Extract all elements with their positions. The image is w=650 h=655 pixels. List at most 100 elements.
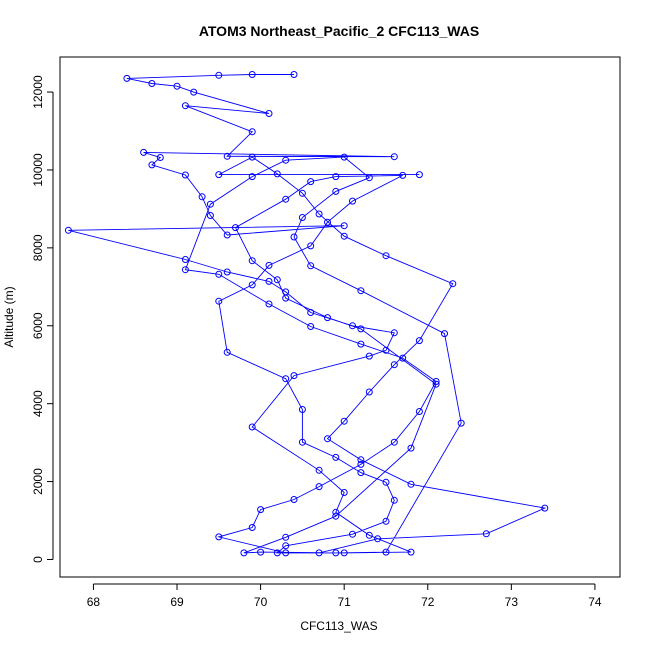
y-tick-label: 6000: [31, 312, 45, 339]
data-point: [248, 423, 256, 431]
data-point: [215, 270, 223, 278]
series-layer: [64, 71, 549, 557]
data-point: [541, 504, 549, 512]
x-tick-label: 69: [170, 595, 184, 609]
data-point: [340, 153, 348, 161]
data-point: [215, 297, 223, 305]
data-point: [390, 153, 398, 161]
data-point: [432, 380, 440, 388]
data-point: [248, 128, 256, 136]
data-point: [298, 438, 306, 446]
data-point: [298, 406, 306, 413]
y-tick-label: 8000: [31, 234, 45, 261]
data-point: [332, 508, 340, 516]
data-point: [390, 496, 398, 504]
data-point: [273, 170, 281, 178]
data-point: [298, 189, 306, 197]
data-point: [382, 548, 390, 556]
data-point: [215, 171, 223, 179]
data-point: [340, 222, 348, 230]
data-point: [357, 340, 365, 348]
data-point: [282, 533, 290, 541]
data-point: [407, 480, 415, 488]
data-point: [407, 548, 415, 556]
data-point: [265, 261, 273, 269]
data-point: [173, 82, 181, 90]
data-point: [365, 174, 373, 182]
data-point: [349, 322, 356, 330]
y-tick-label: 10000: [31, 153, 45, 187]
data-point: [282, 195, 290, 203]
x-tick-label: 72: [421, 595, 435, 609]
data-point: [223, 348, 231, 356]
data-point: [332, 453, 340, 461]
data-point: [298, 214, 306, 221]
y-tick-label: 12000: [31, 75, 45, 109]
data-point: [282, 294, 290, 302]
data-point: [365, 352, 373, 360]
x-tick-label: 71: [337, 595, 351, 609]
data-point: [290, 496, 298, 503]
data-point: [148, 80, 156, 87]
data-point: [390, 361, 398, 369]
data-point: [181, 102, 189, 110]
data-point: [248, 153, 256, 161]
data-point: [332, 187, 340, 195]
data-point: [273, 549, 281, 557]
data-point: [441, 330, 448, 338]
data-point: [198, 193, 206, 201]
data-point: [340, 489, 348, 496]
data-point: [206, 200, 214, 208]
data-point: [457, 419, 465, 427]
data-point: [265, 110, 273, 117]
data-point: [64, 226, 72, 234]
data-point: [340, 549, 348, 557]
data-point: [190, 88, 198, 96]
data-point: [248, 257, 256, 265]
data-point: [324, 314, 331, 322]
x-tick-label: 74: [588, 595, 602, 609]
data-point: [181, 266, 189, 274]
data-point: [307, 262, 315, 270]
data-point: [248, 281, 256, 289]
data-point: [265, 300, 273, 308]
data-point: [357, 456, 365, 464]
data-point: [365, 531, 373, 539]
data-point: [332, 549, 340, 557]
data-point: [315, 483, 323, 491]
data-point: [432, 378, 440, 385]
data-point: [390, 438, 398, 446]
data-point: [449, 280, 457, 288]
data-point: [282, 375, 290, 383]
data-point: [248, 173, 256, 181]
data-point: [415, 171, 423, 179]
data-point: [223, 268, 231, 276]
data-point: [215, 533, 223, 541]
y-axis-label: Altitude (m): [2, 286, 16, 347]
data-point: [390, 329, 398, 337]
data-point: [340, 232, 348, 240]
data-point: [357, 460, 365, 468]
data-point: [315, 466, 323, 474]
data-point: [206, 212, 214, 219]
data-point: [340, 417, 348, 425]
data-point: [357, 469, 365, 477]
data-point: [307, 242, 315, 250]
data-point: [357, 325, 365, 333]
data-point: [315, 210, 323, 218]
y-tick-label: 0: [31, 556, 45, 563]
data-point: [240, 549, 248, 557]
data-point: [290, 372, 298, 380]
data-point: [382, 346, 390, 354]
data-point: [282, 549, 290, 557]
data-point: [374, 535, 382, 543]
data-point: [148, 161, 156, 169]
x-tick-label: 73: [505, 595, 519, 609]
data-point: [365, 388, 373, 396]
data-point: [223, 231, 231, 239]
y-tick-label: 2000: [31, 468, 45, 495]
data-point: [357, 287, 365, 295]
data-point: [215, 71, 223, 79]
